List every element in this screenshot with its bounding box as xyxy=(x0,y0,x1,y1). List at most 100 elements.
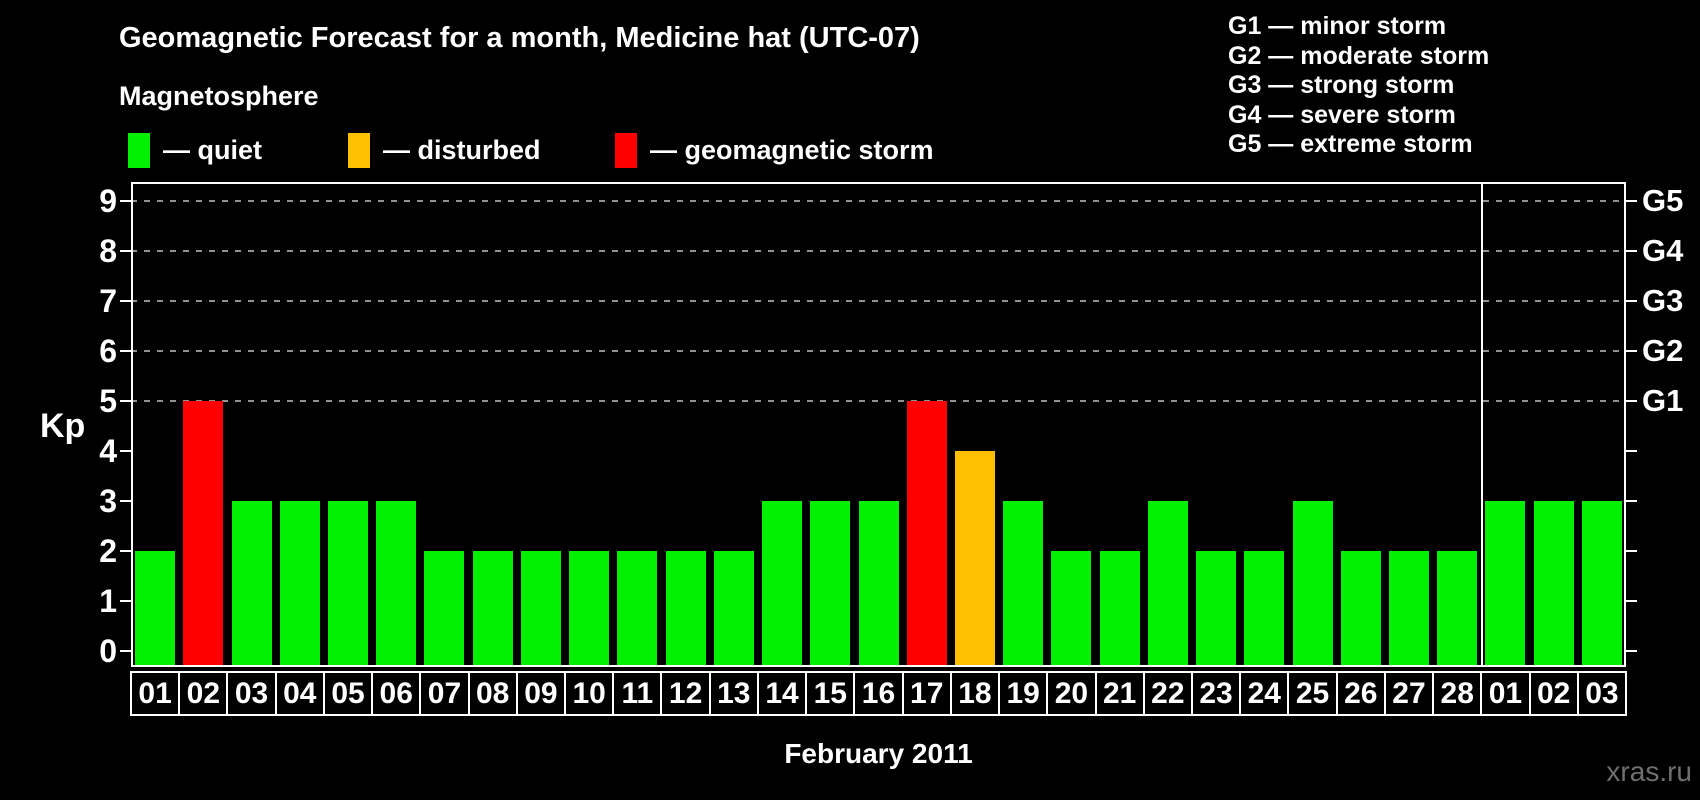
y-tick-label-0: 0 xyxy=(99,633,117,669)
month-separator xyxy=(1481,182,1484,667)
y-tick-label-6: 6 xyxy=(99,333,117,369)
legend-label-quiet: — quiet xyxy=(163,135,262,165)
legend-swatch-disturbed xyxy=(348,133,370,168)
day-label-cell: 13 xyxy=(708,671,759,716)
day-label-cell: 08 xyxy=(467,671,518,716)
day-label-cell: 25 xyxy=(1287,671,1338,716)
bar-day-02 xyxy=(183,401,224,665)
g-level-label-G1: G1 xyxy=(1642,383,1684,418)
y-tick-right-8 xyxy=(1626,250,1637,252)
day-label-cell: 17 xyxy=(901,671,952,716)
bar-day-27 xyxy=(1388,551,1429,665)
bar-day-05 xyxy=(328,501,369,665)
day-label-cell: 21 xyxy=(1094,671,1145,716)
y-tick-left-4 xyxy=(120,450,131,452)
day-label-cell: 12 xyxy=(660,671,711,716)
legend-item-disturbed: — disturbed xyxy=(348,133,541,168)
bar-day-28 xyxy=(1437,551,1478,665)
bar-day-25 xyxy=(1292,501,1333,665)
y-tick-left-3 xyxy=(120,500,131,502)
gridline-kp8 xyxy=(131,250,1626,252)
y-tick-right-7 xyxy=(1626,300,1637,302)
bar-day-04 xyxy=(279,501,320,665)
day-label-cell: 18 xyxy=(949,671,1001,716)
bar-day-19 xyxy=(1003,501,1044,665)
y-tick-left-6 xyxy=(120,350,131,352)
y-tick-label-7: 7 xyxy=(99,283,117,319)
gridline-kp7 xyxy=(131,300,1626,302)
y-tick-right-0 xyxy=(1626,650,1637,652)
day-label-cell: 03 xyxy=(226,671,277,716)
bar-day-13 xyxy=(713,551,754,665)
y-tick-label-2: 2 xyxy=(99,533,117,569)
g-scale-line: G3 — strong storm xyxy=(1228,71,1455,99)
bar-day-06 xyxy=(376,501,417,665)
legend-swatch-storm xyxy=(615,133,637,168)
day-label-cell: 15 xyxy=(805,671,856,716)
day-label-cell: 26 xyxy=(1335,671,1386,716)
y-tick-right-4 xyxy=(1626,450,1637,452)
bar-day-02 xyxy=(1533,501,1574,665)
y-tick-right-9 xyxy=(1626,200,1637,202)
day-label-cell: 01 xyxy=(130,671,181,716)
g-level-label-G5: G5 xyxy=(1642,183,1684,218)
day-label-cell: 16 xyxy=(853,671,904,716)
day-label-cell: 06 xyxy=(371,671,422,716)
y-tick-label-5: 5 xyxy=(99,383,117,419)
y-tick-right-5 xyxy=(1626,400,1637,402)
g-level-label-G4: G4 xyxy=(1642,233,1684,268)
y-tick-left-5 xyxy=(120,400,131,402)
g-level-label-G2: G2 xyxy=(1642,333,1684,368)
bar-day-18 xyxy=(954,451,995,665)
bar-day-22 xyxy=(1147,501,1188,665)
bar-day-03 xyxy=(231,501,272,665)
day-label-cell: 03 xyxy=(1576,671,1627,716)
bar-day-24 xyxy=(1244,551,1285,665)
bar-day-08 xyxy=(472,551,513,665)
bar-day-07 xyxy=(424,551,465,665)
chart-title: Geomagnetic Forecast for a month, Medici… xyxy=(119,22,920,54)
bar-day-09 xyxy=(520,551,561,665)
gridline-kp5 xyxy=(131,400,1626,402)
chart-subtitle: Magnetosphere xyxy=(119,81,319,111)
y-tick-label-4: 4 xyxy=(99,433,117,469)
day-label-cell: 02 xyxy=(1528,671,1579,716)
bar-day-01 xyxy=(135,551,176,665)
day-label-cell: 24 xyxy=(1239,671,1290,716)
day-label-cell: 22 xyxy=(1142,671,1193,716)
day-label-cell: 28 xyxy=(1432,671,1483,716)
y-tick-label-8: 8 xyxy=(99,233,117,269)
bar-day-03 xyxy=(1581,501,1622,665)
day-label-cell: 10 xyxy=(564,671,615,716)
bar-day-17 xyxy=(906,401,947,665)
bar-day-01 xyxy=(1485,501,1526,665)
x-axis-label: February 2011 xyxy=(784,738,973,769)
y-tick-left-0 xyxy=(120,650,131,652)
day-label-cell: 23 xyxy=(1190,671,1242,716)
bar-day-11 xyxy=(617,551,658,665)
y-tick-right-2 xyxy=(1626,550,1637,552)
bar-day-14 xyxy=(762,501,803,665)
day-label-cell: 07 xyxy=(419,671,470,716)
y-axis-label: Kp xyxy=(40,407,86,445)
day-label-cell: 09 xyxy=(515,671,567,716)
gridline-kp9 xyxy=(131,200,1626,202)
bar-day-20 xyxy=(1051,551,1092,665)
y-tick-label-9: 9 xyxy=(99,183,117,219)
day-label-cell: 27 xyxy=(1383,671,1435,716)
bar-day-10 xyxy=(569,551,610,665)
bar-day-21 xyxy=(1099,551,1140,665)
y-tick-left-8 xyxy=(120,250,131,252)
g-level-label-G3: G3 xyxy=(1642,283,1684,318)
y-tick-label-1: 1 xyxy=(99,583,117,619)
day-label-cell: 01 xyxy=(1480,671,1531,716)
day-label-cell: 02 xyxy=(178,671,229,716)
y-tick-right-6 xyxy=(1626,350,1637,352)
legend-swatch-quiet xyxy=(128,133,150,168)
watermark: xras.ru xyxy=(1606,756,1692,787)
day-label-cell: 19 xyxy=(998,671,1049,716)
y-tick-left-7 xyxy=(120,300,131,302)
y-tick-right-3 xyxy=(1626,500,1637,502)
bar-day-12 xyxy=(665,551,706,665)
